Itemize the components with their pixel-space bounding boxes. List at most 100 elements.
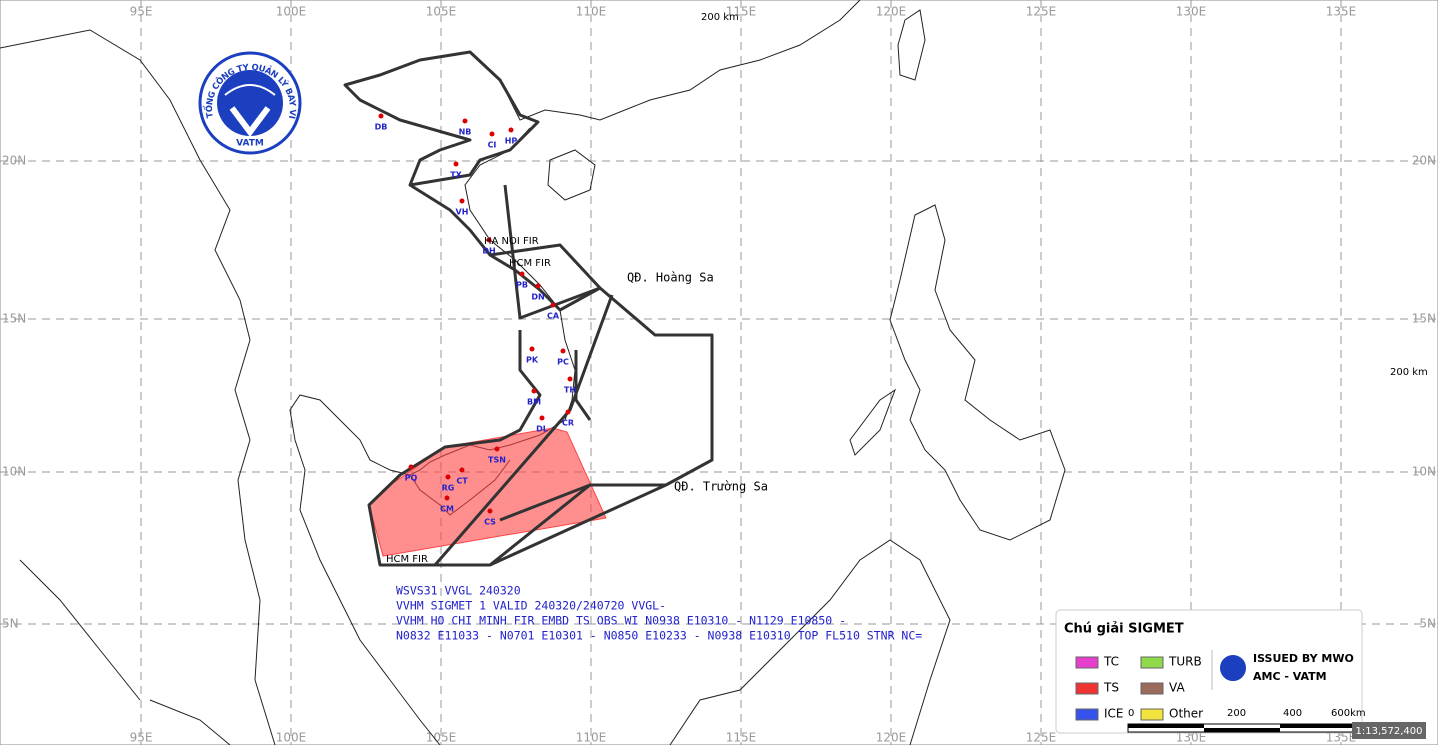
scale-bar: 0 200 400 600km 1:13,572,400: [1127, 708, 1426, 739]
lon-label: 105E: [426, 5, 457, 19]
airport-dot: [408, 464, 414, 470]
fir-label: HA NOI FIR: [484, 236, 539, 247]
airport-code: DL: [536, 425, 548, 434]
lon-label: 95E: [130, 5, 153, 19]
sigmet-line: VVHM HO CHI MINH FIR EMBD TS OBS WI N093…: [396, 614, 846, 628]
lon-label: 100E: [276, 5, 307, 19]
airport-dot: [567, 376, 573, 382]
lat-label: 5N: [1419, 617, 1436, 631]
logo-v: [229, 106, 271, 137]
lat-label: 15N: [2, 312, 26, 326]
legend-swatch: [1075, 682, 1099, 695]
airport-code: PK: [526, 356, 539, 365]
lon-label: 110E: [576, 5, 607, 19]
scale-segment: [1280, 724, 1356, 728]
legend-label: ICE: [1104, 707, 1124, 721]
legend-logo: [1218, 653, 1248, 683]
airport-dot: [494, 446, 500, 452]
legend-label: VA: [1169, 681, 1185, 695]
airport-code: CT: [456, 477, 468, 486]
airport-code: PC: [557, 358, 569, 367]
airport-dot: [487, 508, 493, 514]
lon-label: 130E: [1176, 731, 1207, 745]
legend-swatch: [1075, 708, 1099, 721]
airport-code: TH: [564, 386, 576, 395]
fir-boundaries: [343, 50, 714, 567]
fir-label: HCM FIR: [509, 258, 551, 269]
legend-title: Chú giải SIGMET: [1064, 622, 1184, 637]
scale-segment: [1128, 724, 1204, 728]
hcm-fir-boundary: [367, 253, 714, 567]
scale-label: 600km: [1331, 708, 1366, 719]
airport-dot: [539, 415, 545, 421]
lon-label: 110E: [576, 731, 607, 745]
airport-code: TX: [450, 171, 462, 180]
airport-dot: [508, 127, 514, 133]
lon-label: 135E: [1326, 731, 1357, 745]
lon-label: 100E: [276, 731, 307, 745]
airport-dot: [444, 495, 450, 501]
airport-code: VH: [456, 208, 469, 217]
lat-label: 10N: [2, 465, 26, 479]
scale-ratio: 1:13,572,400: [1356, 726, 1423, 737]
coastline-borneo: [669, 539, 951, 746]
legend-swatch: [1140, 656, 1164, 669]
logo-disc: [217, 70, 283, 136]
lat-label: 20N: [2, 154, 26, 168]
scale-segment: [1204, 728, 1280, 732]
lon-label: 125E: [1026, 5, 1057, 19]
hanoi-fir-boundary: [343, 50, 602, 320]
sigmet-line: N0832 E11033 - N0701 E10301 - N0850 E102…: [396, 629, 922, 643]
airport-dot: [519, 271, 525, 277]
scale-note: 200 km: [701, 12, 739, 23]
airport-code: RG: [442, 484, 455, 493]
airport-dot: [550, 302, 556, 308]
airport-dot: [565, 409, 571, 415]
logo-abbr: VATM: [236, 139, 264, 149]
legend-label: Other: [1169, 707, 1203, 721]
scale-note: 200 km: [1390, 367, 1428, 378]
airport-code: DH: [482, 247, 495, 256]
lat-label: 10N: [1412, 465, 1436, 479]
airport-dot: [489, 131, 495, 137]
legend: Chú giải SIGMET TC TURB TS VA ICE Other ISSUE…: [1055, 609, 1363, 734]
coastline-sumatra: [19, 559, 231, 746]
legend-box: [1055, 609, 1363, 734]
coastline-hainan: [547, 149, 596, 201]
coastline-gulf-thailand: [289, 394, 441, 746]
legend-label: TC: [1103, 655, 1119, 669]
lon-label: 130E: [1176, 5, 1207, 19]
airport-code: TSN: [488, 456, 506, 465]
lat-label: 20N: [1412, 154, 1436, 168]
airport-dot: [459, 198, 465, 204]
lon-label: 115E: [726, 731, 757, 745]
legend-swatch: [1140, 682, 1164, 695]
legend-swatch: [1140, 708, 1164, 721]
airport-dot: [459, 467, 465, 473]
airport-code: NB: [459, 128, 472, 137]
island-label: QĐ. Trường Sa: [674, 480, 768, 494]
sigmet-line: VVHM SIGMET 1 VALID 240320/240720 VVGL-: [396, 599, 666, 613]
airport-dot: [445, 474, 451, 480]
scale-label: 200: [1227, 708, 1246, 719]
airport-code: CS: [484, 518, 496, 527]
legend-swatch: [1075, 656, 1099, 669]
airport-code: PB: [516, 281, 528, 290]
airport-code: BM: [527, 398, 541, 407]
airport-dot: [453, 161, 459, 167]
airport-dot: [531, 388, 537, 394]
airport-dot: [486, 237, 492, 243]
legend-label: TURB: [1168, 655, 1202, 669]
logo-arc: [224, 84, 276, 96]
fir-label: HCM FIR: [386, 554, 428, 565]
coastline-philippines: [849, 204, 1066, 541]
lon-label: 120E: [876, 5, 907, 19]
airport-dot: [535, 283, 541, 289]
issuer: ISSUED BY MWO: [1253, 652, 1354, 665]
lon-label: 120E: [876, 731, 907, 745]
scale-ratio-box: [1352, 722, 1426, 739]
lon-label: 135E: [1326, 5, 1357, 19]
